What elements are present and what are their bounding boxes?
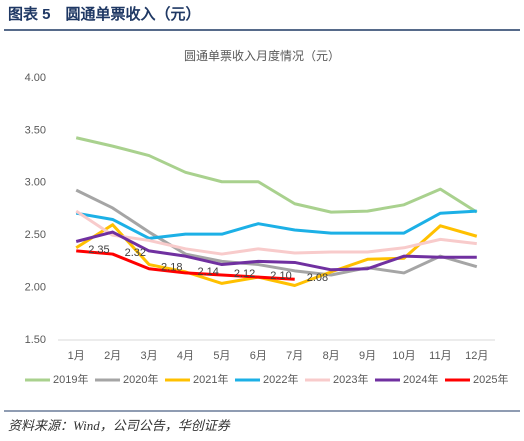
x-tick-label: 4月	[177, 350, 194, 362]
x-tick-label: 7月	[286, 350, 303, 362]
legend-label: 2023年	[333, 372, 368, 386]
data-label: 2.14	[197, 266, 218, 278]
y-tick-label: 1.50	[25, 334, 46, 346]
y-tick-label: 2.00	[25, 282, 46, 294]
series-line	[75, 223, 478, 288]
x-tick-label: 2月	[104, 350, 121, 362]
data-label: 2.12	[234, 268, 255, 280]
x-tick-label: 10月	[392, 350, 415, 362]
data-label: 2.18	[161, 262, 182, 274]
legend-label: 2024年	[403, 372, 438, 386]
chart-title: 圆通单票收入月度情况（元）	[184, 48, 340, 63]
x-tick-label: 8月	[323, 350, 340, 362]
series-line	[75, 209, 477, 256]
x-tick-label: 5月	[213, 350, 230, 362]
y-tick-label: 3.50	[25, 124, 46, 136]
series-line	[75, 188, 478, 277]
y-tick-label: 4.00	[25, 72, 46, 84]
series-line	[75, 230, 477, 272]
x-tick-label: 3月	[140, 350, 157, 362]
y-tick-label: 2.50	[25, 229, 46, 241]
series-line	[76, 249, 295, 281]
figure-title: 图表 5 圆通单票收入（元）	[8, 5, 201, 23]
x-tick-label: 11月	[429, 350, 451, 362]
legend-label: 2022年	[263, 372, 298, 386]
x-tick-label: 9月	[359, 350, 376, 362]
legend-label: 2025年	[473, 372, 508, 386]
data-label: 2.10	[270, 270, 291, 282]
series-line	[75, 209, 477, 240]
y-tick-label: 3.00	[25, 177, 46, 189]
series-line	[75, 136, 478, 214]
data-label: 2.35	[88, 244, 109, 256]
x-tick-label: 6月	[250, 350, 267, 362]
legend-label: 2021年	[193, 372, 228, 386]
legend-label: 2019年	[53, 372, 88, 386]
data-label: 2.32	[125, 247, 146, 259]
legend-label: 2020年	[123, 372, 158, 386]
source-note: 资料来源：Wind，公司公告，华创证券	[8, 418, 231, 433]
x-tick-label: 12月	[465, 350, 488, 362]
x-tick-label: 1月	[68, 350, 85, 362]
data-label: 2.08	[307, 272, 328, 284]
